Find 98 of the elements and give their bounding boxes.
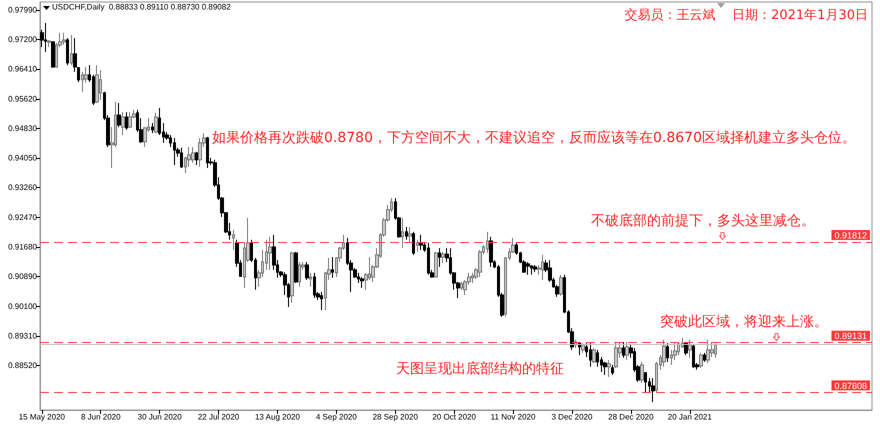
y-tick-label: 0.97990 (8, 5, 38, 14)
y-tick-label: 0.91680 (8, 242, 38, 252)
candlestick (401, 218, 404, 249)
ref-line-label: 0.87808 (834, 380, 867, 391)
annotation: 交易员：王云斌 日期：2021年1月30日 (624, 7, 868, 23)
y-tick-label: 0.88520 (8, 361, 38, 370)
candlestick (290, 251, 294, 304)
y-tick-label: 0.95620 (8, 94, 38, 104)
candlestick (128, 112, 132, 128)
y-tick-label: 0.89310 (8, 331, 38, 340)
candlestick (47, 39, 51, 48)
candlestick (692, 344, 695, 368)
candlestick (180, 147, 183, 169)
candlestick (559, 274, 563, 296)
ref-line-label: 0.89131 (834, 331, 867, 342)
candlestick (360, 276, 364, 288)
y-tick-label: 0.96410 (8, 64, 38, 74)
candlestick (607, 360, 611, 378)
candlestick (666, 342, 669, 362)
x-tick-label: 28 Dec 2020 (608, 412, 654, 422)
x-tick-label: 4 Sep 2020 (316, 412, 358, 422)
candlestick (357, 272, 360, 284)
candlestick (427, 242, 430, 276)
candlestick (541, 254, 544, 281)
candlestick (121, 112, 125, 136)
y-tick-label: 0.94830 (8, 124, 38, 134)
candlestick (151, 122, 154, 134)
candlestick (441, 251, 445, 264)
candlestick (412, 231, 415, 256)
candlestick (419, 234, 423, 250)
candlestick (232, 230, 235, 250)
y-tick-label: 0.92470 (8, 212, 38, 222)
candlestick (478, 249, 482, 278)
annotation: 突破此区域，将迎来上涨。 (660, 314, 828, 330)
x-tick-label: 28 Sep 2020 (372, 412, 418, 422)
ref-line-label: 0.91812 (834, 230, 867, 240)
x-tick-label: 20 Oct 2020 (432, 412, 476, 422)
candlestick (486, 231, 489, 254)
candlestick (195, 151, 198, 166)
candlestick (154, 112, 158, 134)
candlestick (644, 372, 647, 392)
candlestick (294, 251, 298, 284)
candlestick (603, 361, 607, 376)
candlestick (622, 342, 625, 358)
candlestick (268, 236, 272, 270)
candlestick (173, 138, 176, 166)
x-tick-label: 22 Jul 2020 (198, 412, 240, 422)
candlestick (66, 38, 69, 66)
x-tick-label: 11 Nov 2020 (490, 412, 536, 422)
candlestick (125, 112, 128, 130)
x-tick-label: 15 May 2020 (18, 412, 66, 422)
candlestick (684, 342, 688, 356)
candlestick (331, 256, 334, 278)
candlestick (434, 251, 438, 278)
candlestick (305, 261, 309, 281)
candlestick (95, 64, 99, 104)
x-tick-label: 20 Jan 2021 (668, 412, 712, 422)
candlestick (117, 102, 121, 128)
annotation: 如果价格再次跌破0.8780，下方空间不大，不建议追空，反而应该等在0.8670区域择机建立多头仓位。 (212, 130, 856, 146)
candlestick (489, 236, 493, 268)
y-tick-label: 0.97200 (8, 35, 38, 44)
x-tick-label: 30 Jun 2020 (138, 412, 182, 422)
candlestick (320, 292, 323, 311)
annotation: 不破底部的前提下，多头这里减仓。 (591, 213, 815, 229)
x-tick-label: 3 Dec 2020 (552, 412, 593, 422)
candlestick (44, 22, 47, 52)
candlestick (611, 364, 614, 376)
chart-title: USDCHF,Daily 0.88833 0.89110 0.88730 0.89082 (52, 2, 232, 12)
candlestick (298, 261, 301, 288)
y-tick-label: 0.93260 (8, 183, 38, 192)
y-tick-label: 0.90100 (8, 302, 38, 311)
candlestick (81, 71, 84, 92)
candlestick (438, 248, 441, 268)
candlestick (640, 361, 644, 384)
candlestick (699, 352, 703, 368)
candlestick (530, 264, 533, 276)
candlestick (70, 34, 73, 66)
candlestick (533, 264, 537, 273)
y-tick-label: 0.90890 (8, 272, 38, 282)
candlestick (405, 226, 408, 240)
candlestick (313, 272, 316, 299)
x-tick-label: 8 Jun 2020 (80, 412, 122, 422)
candlestick (703, 352, 706, 362)
candlestick (408, 226, 412, 244)
candlestick (206, 136, 209, 169)
candlestick (592, 348, 596, 364)
candlestick (62, 32, 66, 46)
candlestick (309, 272, 312, 288)
candlestick (51, 40, 55, 68)
candlestick (416, 239, 419, 252)
candlestick (651, 378, 655, 403)
x-tick-label: 13 Aug 2020 (254, 412, 300, 422)
annotation: 天图呈现出底部结构的特征 (396, 361, 564, 377)
candlestick (589, 342, 592, 368)
y-tick-label: 0.94050 (8, 153, 38, 162)
candlestick (526, 261, 530, 276)
candlestick (191, 146, 195, 164)
candlestick (471, 272, 474, 284)
